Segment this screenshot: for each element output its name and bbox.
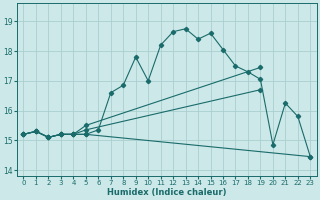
X-axis label: Humidex (Indice chaleur): Humidex (Indice chaleur): [107, 188, 227, 197]
